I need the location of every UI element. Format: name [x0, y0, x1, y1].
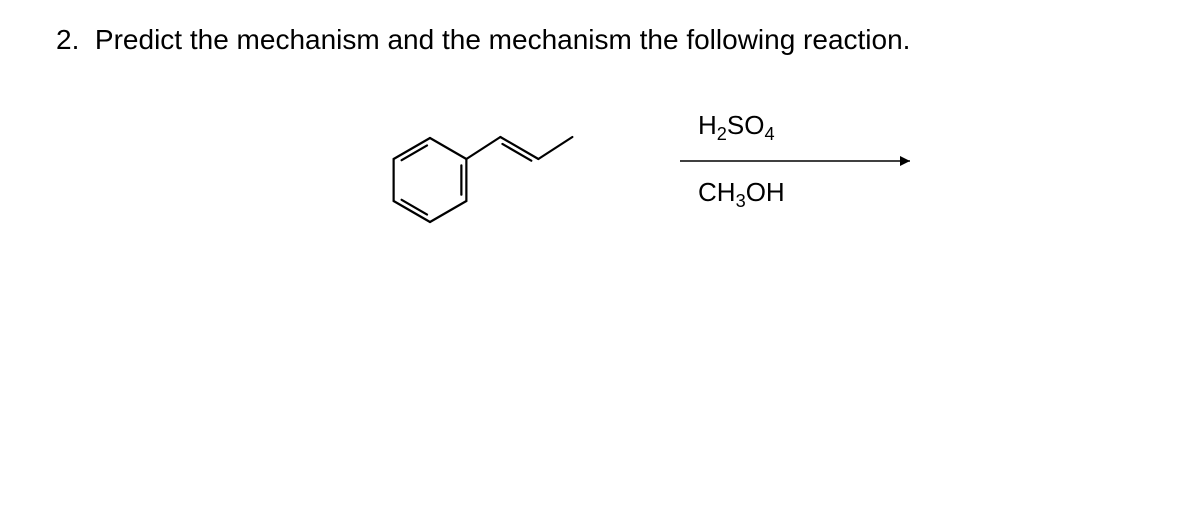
question-text: Predict the mechanism and the mechanism …	[95, 24, 911, 55]
reagent-top: H2SO4	[698, 110, 930, 145]
page: 2. Predict the mechanism and the mechani…	[0, 0, 1200, 506]
reagent-divider	[680, 151, 840, 171]
reagent-block: H2SO4 CH3OH	[680, 110, 930, 212]
question-line: 2. Predict the mechanism and the mechani…	[56, 24, 910, 56]
question-number: 2.	[56, 24, 79, 55]
reaction-scheme: H2SO4 CH3OH	[350, 100, 950, 250]
reagent-bottom: CH3OH	[698, 177, 930, 212]
starting-material-structure	[350, 100, 650, 260]
